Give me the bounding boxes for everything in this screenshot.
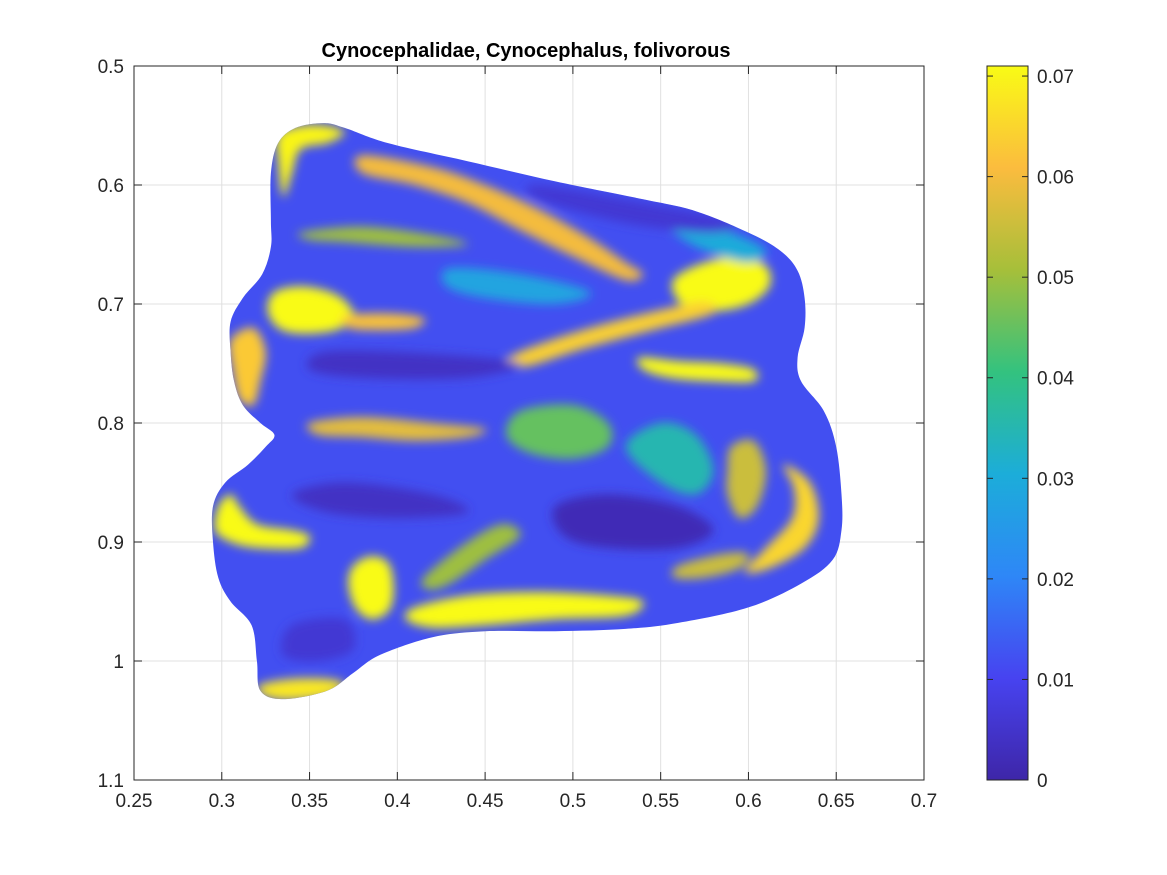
surface-region — [341, 313, 426, 331]
colorbar-tick-label: 0.07 — [1037, 67, 1074, 88]
colorbar-tick-label: 0 — [1037, 771, 1048, 792]
x-tick-label: 0.35 — [291, 791, 328, 812]
surface-region — [276, 124, 345, 198]
x-tick-label: 0.25 — [116, 791, 153, 812]
y-axis: 0.5 0.6 0.7 0.8 0.9 1 1.1 — [98, 57, 924, 792]
y-tick-label: 0.5 — [98, 57, 124, 78]
surface-region — [502, 301, 717, 368]
surface-region — [214, 494, 311, 550]
surface-region — [525, 184, 736, 233]
colorbar-tick-label: 0.02 — [1037, 570, 1074, 591]
surface-region — [348, 556, 394, 620]
surface-region — [671, 552, 750, 580]
surface-region — [354, 155, 644, 282]
x-tick-label: 0.7 — [911, 791, 937, 812]
x-tick-label: 0.3 — [209, 791, 235, 812]
colorbar — [986, 65, 1029, 781]
x-tick-label: 0.45 — [467, 791, 504, 812]
surface-region — [671, 256, 771, 312]
y-tick-label: 1.1 — [98, 771, 124, 792]
x-tick-label: 0.65 — [818, 791, 855, 812]
x-tick-label: 0.6 — [735, 791, 761, 812]
surface-region — [291, 482, 469, 519]
chart-title: Cynocephalidae, Cynocephalus, folivorous — [322, 40, 731, 62]
y-tick-label: 0.9 — [98, 533, 124, 554]
surface-region — [421, 524, 521, 590]
colorbar-tick-label: 0.04 — [1037, 369, 1074, 390]
surface-region — [625, 422, 714, 495]
surface-region — [636, 357, 759, 383]
surface-region — [281, 617, 356, 662]
surface-region — [297, 226, 468, 247]
y-tick-label: 1 — [113, 652, 124, 673]
surface-region — [744, 464, 819, 574]
surface-region — [267, 286, 355, 334]
heatmap-surface — [211, 123, 843, 700]
surface-region — [505, 404, 613, 459]
surface-region — [306, 350, 521, 380]
x-tick-label: 0.4 — [384, 791, 411, 812]
surface-region — [404, 592, 644, 628]
y-tick-label: 0.6 — [98, 176, 124, 197]
colorbar-tick-label: 0.03 — [1037, 469, 1074, 490]
x-tick-label: 0.5 — [560, 791, 586, 812]
x-tick-label: 0.55 — [642, 791, 679, 812]
surface-region — [229, 327, 266, 407]
y-tick-label: 0.7 — [98, 295, 124, 316]
colorbar-tick-label: 0.06 — [1037, 168, 1074, 189]
colorbar-axis: 0 0.01 0.02 0.03 0.04 0.05 0.06 0.07 — [987, 67, 1074, 792]
colorbar-tick-label: 0.05 — [1037, 268, 1074, 289]
y-tick-label: 0.8 — [98, 414, 124, 435]
colorbar-tick-label: 0.01 — [1037, 670, 1074, 691]
surface-region — [552, 494, 714, 550]
x-axis: 0.25 0.3 0.35 0.4 0.45 0.5 0.55 0.6 0.65 0.7 — [116, 66, 937, 812]
surface-region — [306, 417, 487, 441]
surface-region — [441, 267, 592, 305]
surface-region — [726, 439, 767, 519]
